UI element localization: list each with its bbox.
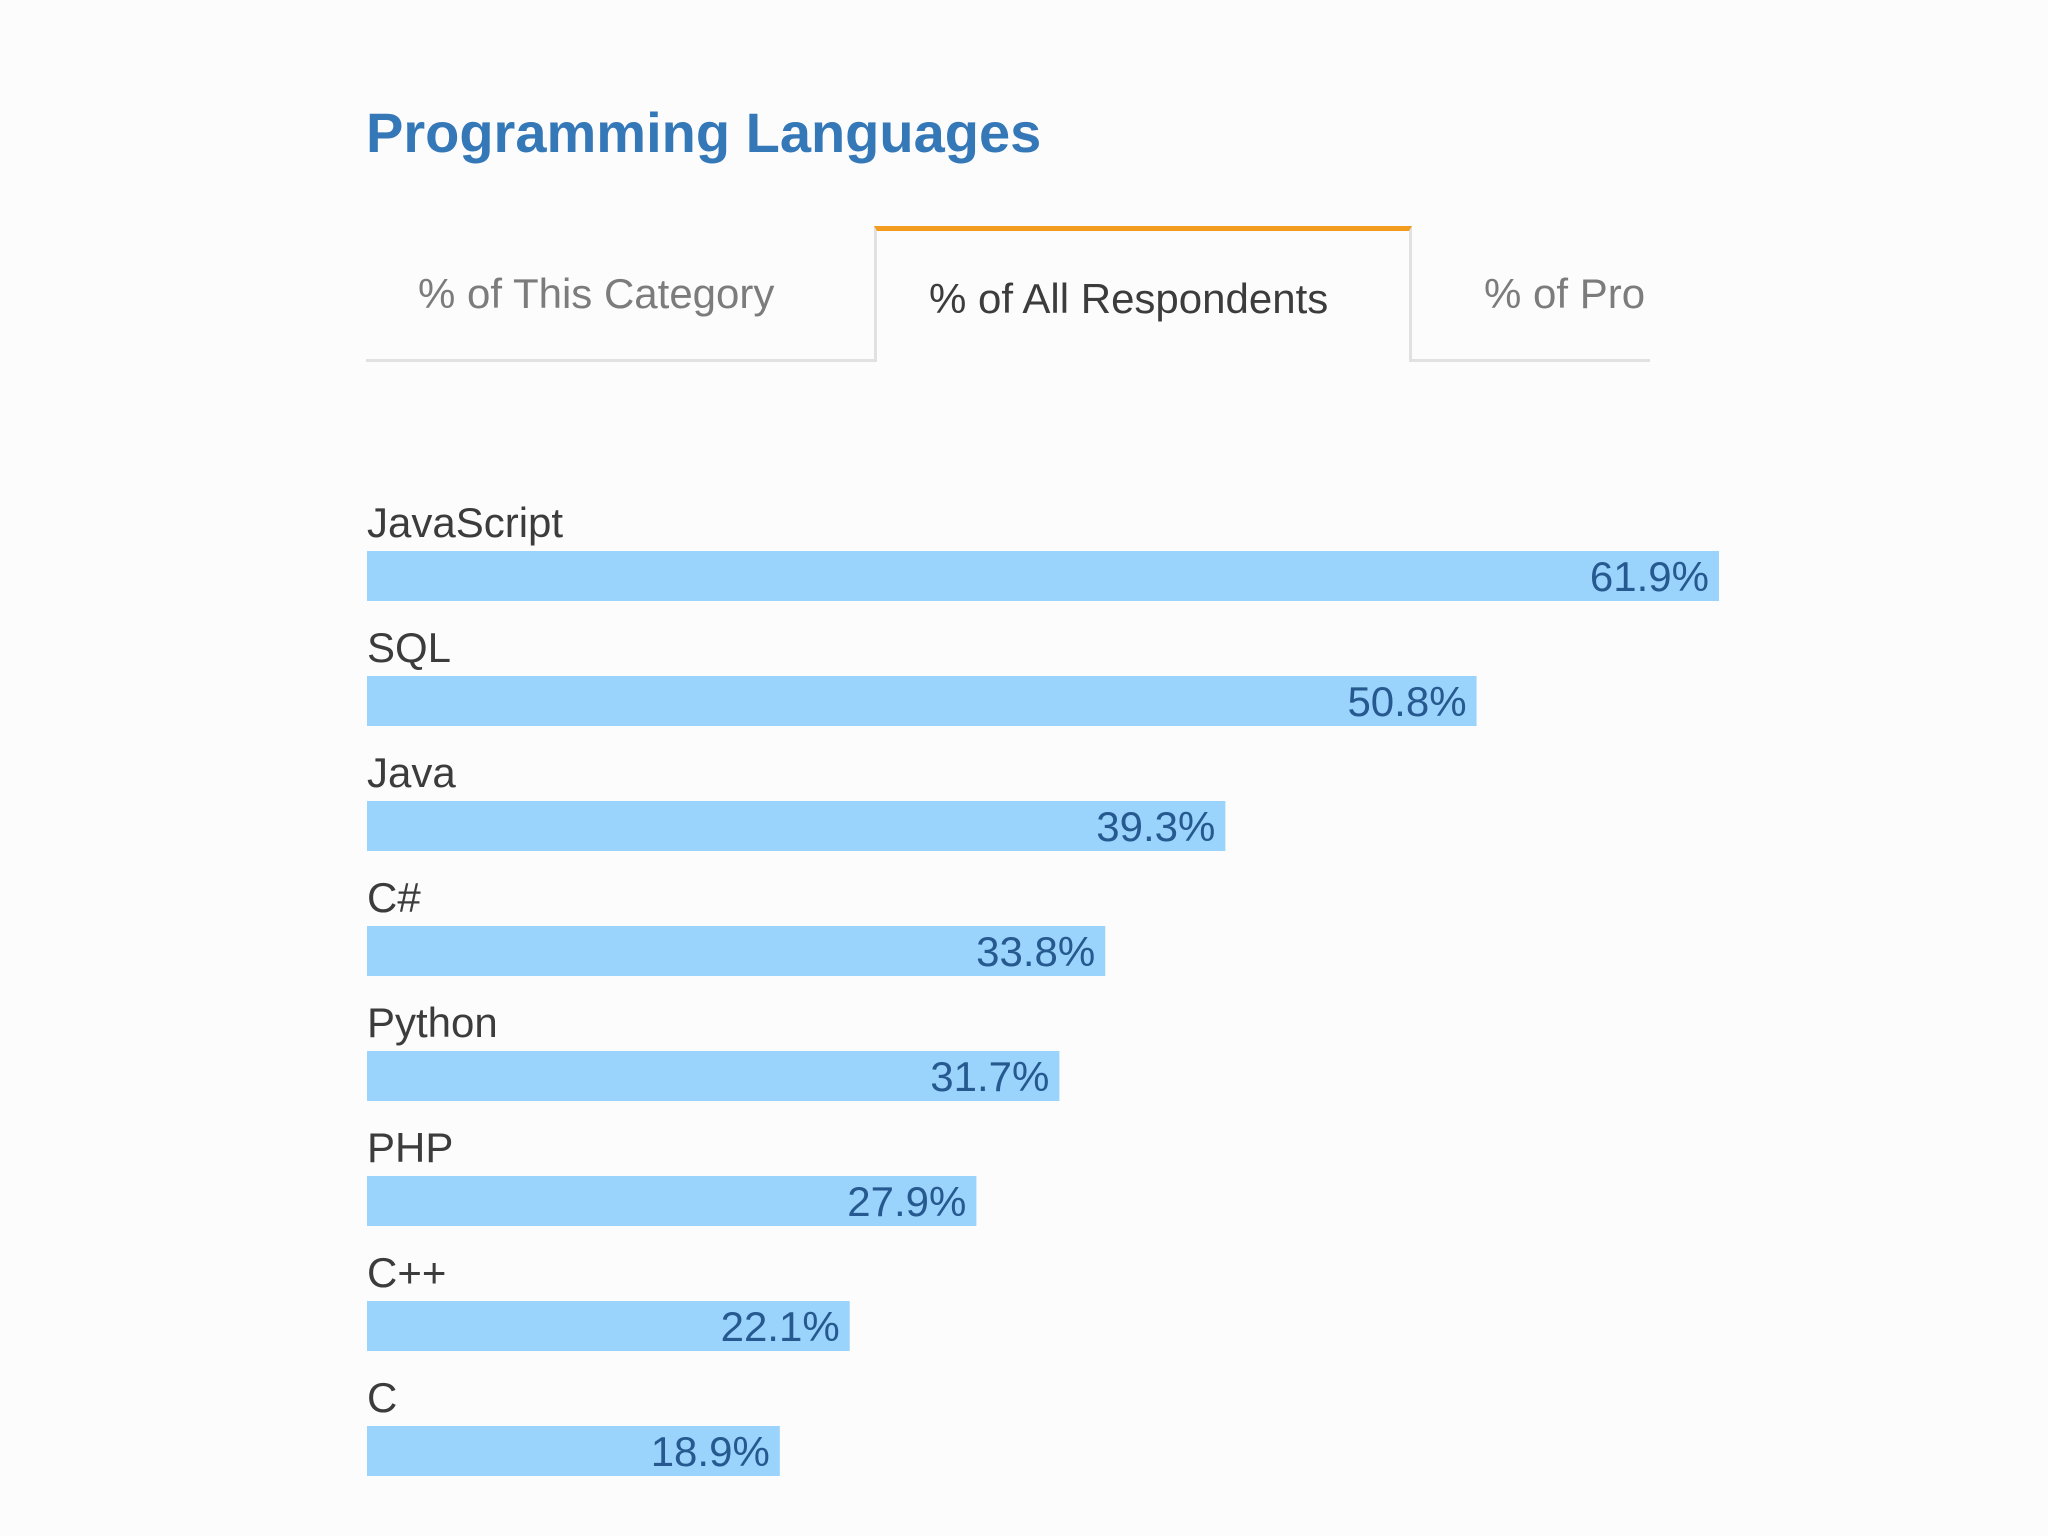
category-label: C#: [367, 874, 421, 921]
category-label: JavaScript: [367, 499, 563, 546]
value-label: 61.9%: [1590, 553, 1709, 600]
category-label: C++: [367, 1249, 446, 1296]
category-label: Python: [367, 999, 498, 1046]
bar: [367, 926, 1106, 976]
bar: [367, 1301, 850, 1351]
category-label: SQL: [367, 624, 451, 671]
tab-professional[interactable]: % of Pro: [1412, 226, 1650, 362]
bar: [367, 1051, 1060, 1101]
value-label: 22.1%: [721, 1303, 840, 1350]
value-label: 39.3%: [1096, 803, 1215, 850]
bar: [367, 551, 1719, 601]
value-label: 50.8%: [1347, 678, 1466, 725]
value-label: 18.9%: [651, 1428, 770, 1475]
category-label: Java: [367, 749, 456, 796]
bar: [367, 1176, 977, 1226]
page-title: Programming Languages: [366, 101, 1042, 164]
tab-bar: % of This Category % of All Respondents …: [366, 226, 1650, 364]
bar: [367, 676, 1477, 726]
tab-all-respondents[interactable]: % of All Respondents: [874, 226, 1412, 362]
bar: [367, 801, 1226, 851]
value-label: 27.9%: [847, 1178, 966, 1225]
value-label: 31.7%: [930, 1053, 1049, 1100]
tab-this-category[interactable]: % of This Category: [366, 226, 874, 362]
value-label: 33.8%: [976, 928, 1095, 975]
category-label: C: [367, 1374, 397, 1421]
category-label: PHP: [367, 1124, 453, 1171]
bar: [367, 1426, 780, 1476]
